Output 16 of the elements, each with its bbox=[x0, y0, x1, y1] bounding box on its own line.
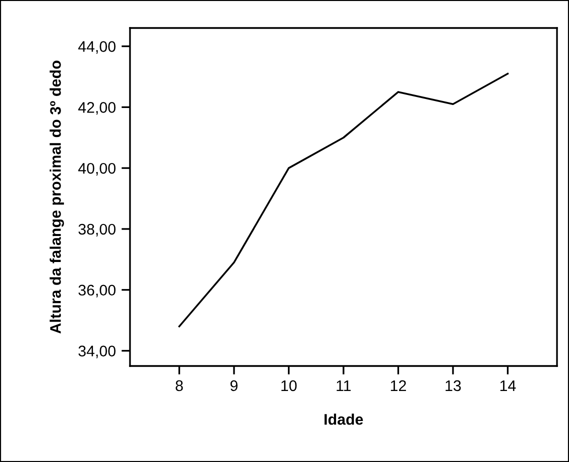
y-tick-label: 34,00 bbox=[78, 346, 116, 358]
y-tick-label: 44,00 bbox=[78, 41, 116, 54]
x-tick-label: 14 bbox=[500, 380, 516, 391]
line-series bbox=[178, 72, 509, 328]
x-tick-label: 9 bbox=[230, 380, 238, 392]
x-tick-label: 12 bbox=[390, 380, 406, 391]
y-tick-label: 40,00 bbox=[78, 162, 116, 176]
x-tick-label: 8 bbox=[176, 380, 183, 392]
x-tick-label: 13 bbox=[446, 380, 461, 392]
y-tick-label: 42,00 bbox=[78, 102, 116, 115]
x-tick-label: 11 bbox=[336, 380, 351, 391]
x-tick-label: 10 bbox=[281, 380, 297, 392]
y-axis-title: Altura da falange proximal do 3º dedo bbox=[50, 60, 64, 334]
y-tick-label: 36,00 bbox=[78, 284, 116, 298]
x-axis-title: Idade bbox=[324, 414, 363, 425]
y-tick-label: 38,00 bbox=[78, 224, 116, 236]
